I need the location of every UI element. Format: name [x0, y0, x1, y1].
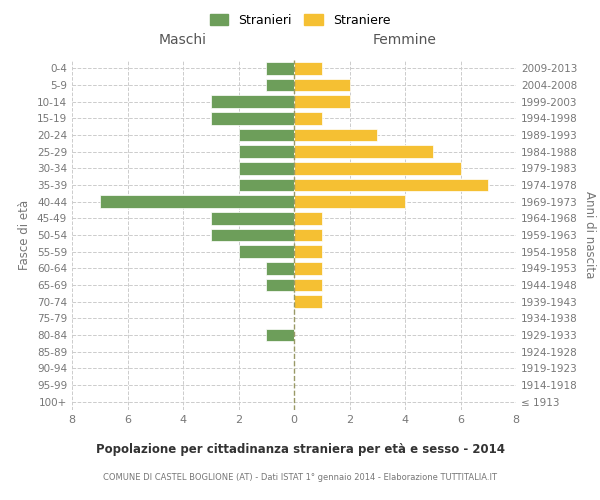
Bar [239, 146, 294, 158]
Bar [211, 229, 294, 241]
Bar [266, 62, 294, 74]
Bar [294, 62, 322, 74]
Bar [266, 79, 294, 92]
Bar [294, 212, 322, 224]
Bar [294, 112, 322, 124]
Bar [294, 246, 322, 258]
Bar [294, 229, 322, 241]
Bar [294, 79, 350, 92]
Bar [294, 162, 461, 174]
Bar [266, 329, 294, 341]
Bar [266, 279, 294, 291]
Y-axis label: Fasce di età: Fasce di età [19, 200, 31, 270]
Bar [211, 212, 294, 224]
Bar [100, 196, 294, 208]
Y-axis label: Anni di nascita: Anni di nascita [583, 192, 596, 278]
Bar [294, 262, 322, 274]
Text: Maschi: Maschi [159, 32, 207, 46]
Bar [294, 296, 322, 308]
Bar [294, 279, 322, 291]
Bar [239, 129, 294, 141]
Bar [239, 246, 294, 258]
Text: Popolazione per cittadinanza straniera per età e sesso - 2014: Popolazione per cittadinanza straniera p… [95, 442, 505, 456]
Bar [239, 179, 294, 192]
Legend: Stranieri, Straniere: Stranieri, Straniere [205, 8, 395, 32]
Bar [294, 196, 405, 208]
Bar [294, 96, 350, 108]
Bar [294, 146, 433, 158]
Bar [211, 112, 294, 124]
Bar [266, 262, 294, 274]
Bar [239, 162, 294, 174]
Bar [211, 96, 294, 108]
Text: COMUNE DI CASTEL BOGLIONE (AT) - Dati ISTAT 1° gennaio 2014 - Elaborazione TUTTI: COMUNE DI CASTEL BOGLIONE (AT) - Dati IS… [103, 472, 497, 482]
Bar [294, 129, 377, 141]
Text: Femmine: Femmine [373, 32, 437, 46]
Bar [294, 179, 488, 192]
